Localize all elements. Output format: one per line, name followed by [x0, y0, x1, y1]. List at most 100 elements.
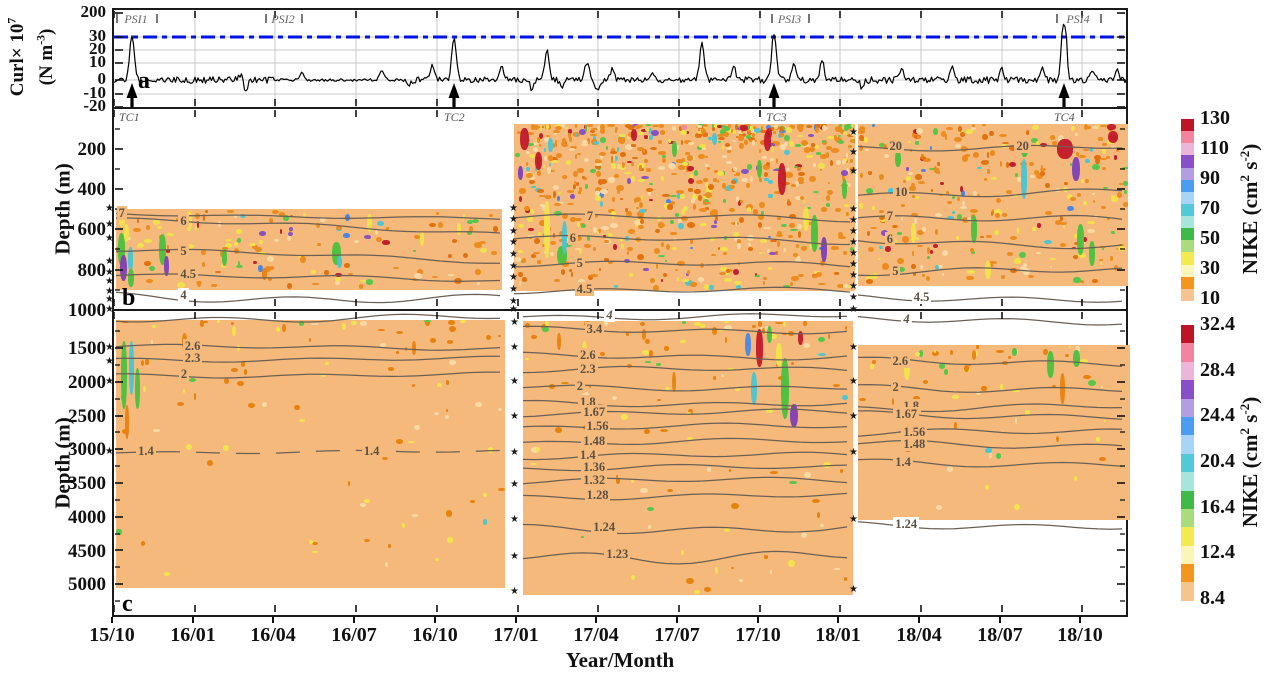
- speckle: [1000, 144, 1008, 149]
- colorbar-segment: [1181, 203, 1194, 216]
- speckle: [770, 471, 778, 475]
- colorbar-segment: [1181, 490, 1194, 509]
- speckle: [719, 271, 726, 275]
- speckle: [561, 174, 568, 180]
- speckle: [156, 225, 162, 229]
- speckle: [636, 206, 640, 210]
- speckle: [378, 328, 386, 332]
- speckle: [279, 228, 283, 234]
- speckle: [1114, 265, 1119, 272]
- speckle: [237, 237, 241, 243]
- x-tick-label: 18/01: [815, 624, 861, 646]
- y-tick-label-depth: 600: [77, 219, 107, 241]
- speckle: [1062, 224, 1066, 229]
- nike-burst-feature: [544, 201, 550, 258]
- speckle: [548, 155, 553, 161]
- speckle: [969, 208, 978, 213]
- speckle: [927, 256, 930, 259]
- x-tick-label: 16/07: [331, 624, 377, 646]
- speckle: [550, 240, 556, 245]
- speckle: [529, 180, 536, 184]
- speckle: [702, 132, 708, 138]
- speckle: [1096, 124, 1100, 130]
- speckle: [760, 139, 767, 145]
- speckle: [682, 279, 690, 283]
- speckle: [618, 238, 625, 242]
- speckle: [1106, 156, 1111, 159]
- speckle: [987, 169, 991, 174]
- speckle: [1085, 158, 1090, 164]
- colorbar-segment: [1181, 179, 1194, 192]
- speckle: [733, 140, 736, 143]
- speckle: [431, 275, 439, 279]
- colorbar-segment: [1181, 325, 1194, 344]
- speckle: [294, 404, 300, 411]
- speckle: [782, 321, 786, 327]
- speckle: [698, 153, 705, 160]
- speckle: [611, 196, 615, 202]
- speckle: [570, 272, 574, 278]
- speckle: [845, 153, 849, 159]
- speckle: [891, 398, 894, 405]
- speckle: [946, 190, 950, 196]
- speckle: [607, 260, 614, 265]
- speckle: [414, 235, 420, 240]
- speckle: [788, 124, 796, 129]
- speckle: [584, 244, 591, 249]
- speckle: [542, 164, 546, 168]
- speckle: [731, 503, 739, 510]
- tc-event-label: TC3: [766, 110, 787, 124]
- mooring-star: ★: [105, 233, 114, 245]
- speckle: [647, 190, 651, 197]
- speckle: [543, 137, 550, 142]
- speckle: [302, 213, 306, 219]
- speckle: [1012, 194, 1019, 197]
- speckle: [917, 229, 925, 236]
- speckle: [258, 231, 267, 237]
- colorbar-tick-label: 10: [1200, 287, 1220, 309]
- speckle: [660, 428, 669, 432]
- nike-burst-feature: [751, 371, 757, 406]
- speckle: [1067, 206, 1074, 211]
- speckle: [943, 369, 948, 375]
- speckle: [1089, 146, 1093, 153]
- speckle: [741, 177, 748, 183]
- speckle: [837, 231, 844, 237]
- colorbar-segment: [1181, 155, 1194, 168]
- speckle: [760, 238, 767, 241]
- mooring-star: ★: [105, 275, 114, 287]
- speckle: [388, 543, 392, 549]
- speckle: [553, 132, 557, 136]
- speckle: [960, 132, 965, 138]
- mooring-star: ★: [849, 513, 858, 525]
- speckle: [690, 238, 693, 245]
- speckle: [914, 351, 921, 357]
- speckle: [820, 206, 828, 212]
- speckle: [687, 155, 694, 161]
- speckle: [195, 212, 200, 220]
- speckle: [732, 231, 740, 237]
- mooring-star: ★: [849, 375, 858, 387]
- speckle: [735, 135, 738, 138]
- speckle: [1122, 201, 1128, 207]
- speckle: [589, 133, 598, 136]
- speckle: [743, 140, 749, 145]
- speckle: [395, 351, 400, 354]
- y-tick-label-depth: 1500: [68, 338, 106, 359]
- speckle: [549, 383, 556, 389]
- speckle: [524, 357, 529, 360]
- speckle: [218, 220, 222, 227]
- speckle: [753, 127, 761, 134]
- nike-burst-feature: [985, 260, 991, 279]
- speckle: [1117, 192, 1123, 198]
- x-tick-label: 17/07: [654, 624, 700, 646]
- speckle: [1034, 170, 1040, 175]
- speckle: [298, 419, 306, 422]
- speckle: [467, 231, 473, 236]
- speckle: [679, 340, 687, 343]
- colorbar-segment: [1181, 288, 1194, 301]
- speckle: [558, 230, 564, 236]
- contour-line-label: 2.6: [890, 353, 911, 368]
- speckle: [761, 156, 768, 159]
- speckle: [551, 160, 560, 164]
